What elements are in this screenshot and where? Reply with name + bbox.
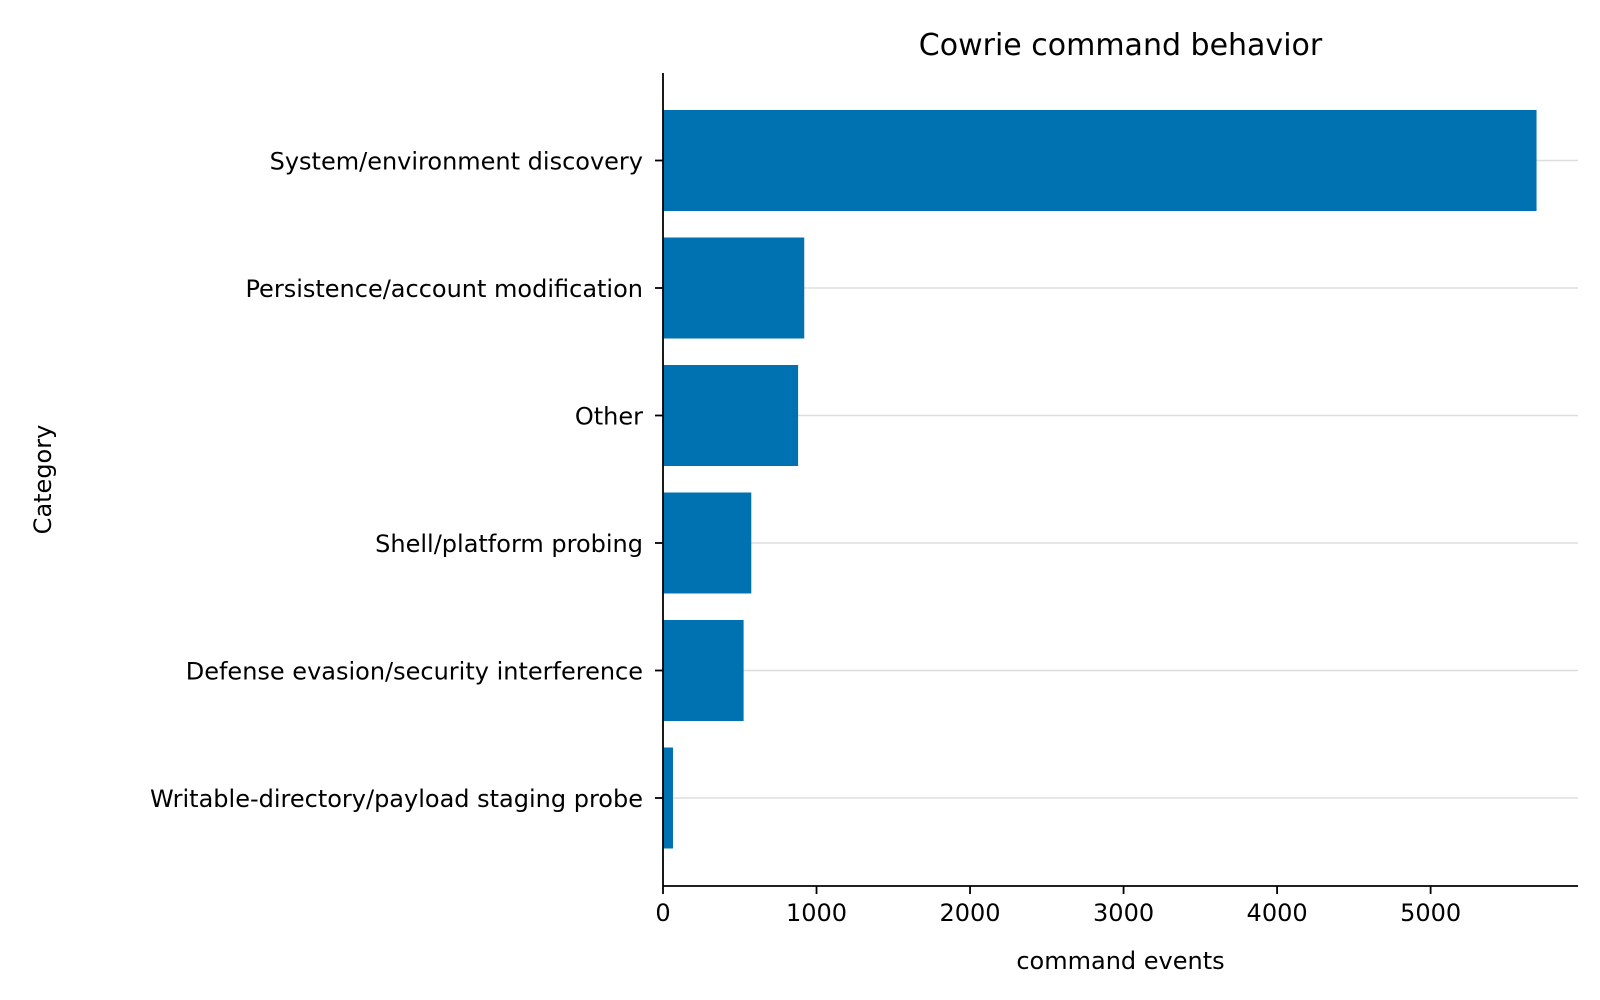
y-tick-label-system-environment-discovery: System/environment discovery [270,148,643,176]
x-tick-label-0: 0 [655,899,670,927]
y-axis-label: Category [29,425,57,535]
x-tick-label-3000: 3000 [1093,899,1154,927]
x-tick-label-2000: 2000 [940,899,1001,927]
x-tick-label-5000: 5000 [1400,899,1461,927]
y-tick-label-shell-platform-probing: Shell/platform probing [375,530,643,558]
bar-writable-directory-payload-staging-probe [663,747,673,849]
x-ticks: 0 1000 2000 3000 4000 5000 [655,886,1461,927]
axes-layer [662,73,1578,887]
x-axis-label: command events [1016,947,1224,975]
x-tick-label-1000: 1000 [786,899,847,927]
bar-other [663,365,799,466]
y-tick-label-persistence-account-modification: Persistence/account modification [245,275,643,303]
bar-system-environment-discovery [663,110,1537,211]
y-tick-label-writable-directory-payload-staging-probe: Writable-directory/payload staging probe [150,785,643,813]
bar-persistence-account-modification [663,237,805,339]
bar-defense-evasion-security-interference [663,620,744,721]
bar-shell-platform-probing [663,492,752,594]
bars-layer [663,110,1537,849]
chart-title: Cowrie command behavior [919,28,1323,63]
x-tick-label-4000: 4000 [1247,899,1308,927]
y-tick-label-other: Other [575,403,643,431]
y-ticks: System/environment discovery Persistence/… [150,148,663,813]
y-tick-label-defense-evasion-security-interference: Defense evasion/security interference [186,658,643,686]
